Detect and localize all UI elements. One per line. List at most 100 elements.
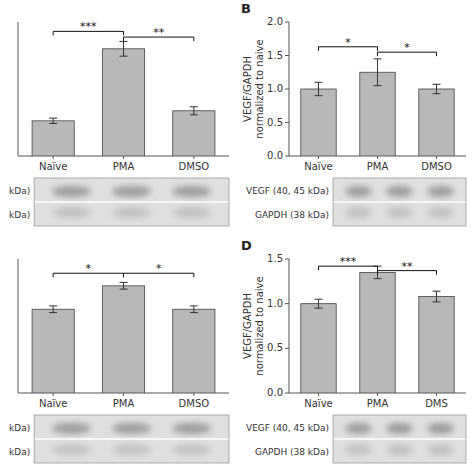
y-tick-label: 0.5: [267, 342, 283, 353]
y-tick-label: 2.0: [267, 16, 283, 27]
blot-band: [345, 207, 372, 219]
error-bar: [374, 59, 382, 86]
y-tick-label: 1.5: [267, 253, 283, 264]
blot: [34, 415, 229, 463]
y-tick: [285, 348, 289, 349]
blot-divider: [333, 438, 466, 440]
blot-background: [333, 415, 466, 463]
blot-border: [34, 178, 229, 226]
significance-label: ***: [80, 20, 97, 33]
blot-band: [112, 423, 151, 435]
y-tick-label: 0.5: [267, 117, 283, 128]
blot-label: VEGF (40, 45 kDa): [246, 423, 329, 433]
title: D: [241, 238, 252, 253]
blot-label: kDa): [9, 186, 30, 196]
bar: [419, 297, 454, 393]
x-tick: [436, 156, 437, 159]
y-tick-label: 1.0: [267, 83, 283, 94]
panel: B0.00.51.01.52.0VEGF/GAPDHnormalized to …: [241, 1, 466, 226]
plot-area: [301, 59, 454, 156]
y-tick-label: 0.0: [267, 150, 283, 161]
blot-band: [112, 444, 151, 456]
blot-band: [52, 207, 91, 219]
plot-area: [301, 266, 454, 393]
y-tick: [285, 393, 289, 394]
blot-label: kDa): [9, 423, 30, 433]
blot-divider: [34, 438, 229, 440]
x-tick-label: DMS: [425, 398, 448, 409]
y-tick: [285, 156, 289, 157]
x-tick-label: Naïve: [39, 398, 67, 409]
x-tick: [123, 393, 124, 396]
x-tick: [53, 393, 54, 396]
y-axis-label-line: VEGF/GAPDH: [242, 56, 253, 122]
y-axis: [289, 22, 290, 156]
error-bar: [49, 118, 57, 123]
y-tick: [285, 22, 289, 23]
x-tick-label: PMA: [113, 398, 135, 409]
blot-band: [345, 186, 372, 198]
blot-band: [386, 207, 413, 219]
error-bar: [120, 282, 128, 289]
x-tick: [318, 156, 319, 159]
blot: [333, 178, 466, 226]
blot-band: [172, 186, 211, 198]
blot-band: [427, 186, 454, 198]
x-tick-label: DMSO: [179, 398, 210, 409]
blot-band: [345, 444, 372, 456]
y-tick: [285, 259, 289, 260]
y-axis: [289, 259, 290, 393]
panel: NaïvePMADMSO** kDa) kDa): [9, 259, 229, 463]
plot-area: [32, 282, 215, 393]
figure: NaïvePMADMSO***** kDa) kDa)B0.00.51.01.5…: [0, 0, 474, 474]
blot-label: kDa): [9, 210, 30, 220]
blot-band: [427, 207, 454, 219]
bar: [173, 111, 215, 156]
y-tick: [285, 55, 289, 56]
error-bar: [120, 41, 128, 56]
bar: [102, 49, 144, 156]
bar: [102, 286, 144, 393]
blot-label: kDa): [9, 447, 30, 457]
blot-band: [386, 423, 413, 435]
blot-band: [52, 423, 91, 435]
y-tick: [285, 89, 289, 90]
error-bar: [315, 299, 323, 308]
blot-band: [52, 186, 91, 198]
blot-label: GAPDH (38 kDa): [255, 447, 329, 457]
blot: [34, 178, 229, 226]
blot-background: [333, 178, 466, 226]
y-axis-label-line: normalized to naive: [254, 276, 265, 375]
bar: [419, 89, 454, 156]
blot: [333, 415, 466, 463]
blot-band: [172, 423, 211, 435]
y-axis-label-line: normalized to naive: [254, 39, 265, 138]
blot-band: [427, 444, 454, 456]
y-axis-label: VEGF/GAPDHnormalized to naive: [242, 276, 265, 375]
y-tick-label: 0.0: [267, 387, 283, 398]
error-bar: [190, 306, 198, 313]
x-tick: [53, 156, 54, 159]
blot-band: [386, 186, 413, 198]
x-tick-label: DMSO: [179, 161, 210, 172]
x-tick-label: PMA: [367, 161, 389, 172]
blot-band: [172, 207, 211, 219]
error-bar: [49, 306, 57, 313]
bar: [301, 89, 336, 156]
significance-label: *: [86, 262, 92, 275]
x-tick-label: Naïve: [304, 161, 332, 172]
y-axis-label-line: VEGF/GAPDH: [242, 293, 253, 359]
blot-label: GAPDH (38 kDa): [255, 210, 329, 220]
blot-divider: [34, 201, 229, 203]
bar: [173, 309, 215, 393]
panel: D0.00.51.01.5VEGF/GAPDHnormalized to nai…: [241, 238, 466, 463]
bar: [32, 121, 74, 156]
panel: NaïvePMADMSO***** kDa) kDa): [9, 20, 229, 226]
y-axis-label: VEGF/GAPDHnormalized to naive: [242, 39, 265, 138]
x-tick-label: DMSO: [421, 161, 452, 172]
y-axis: [18, 259, 19, 393]
x-tick: [123, 156, 124, 159]
blot-band: [386, 444, 413, 456]
error-bar: [433, 291, 441, 302]
significance-label: *: [345, 36, 351, 49]
